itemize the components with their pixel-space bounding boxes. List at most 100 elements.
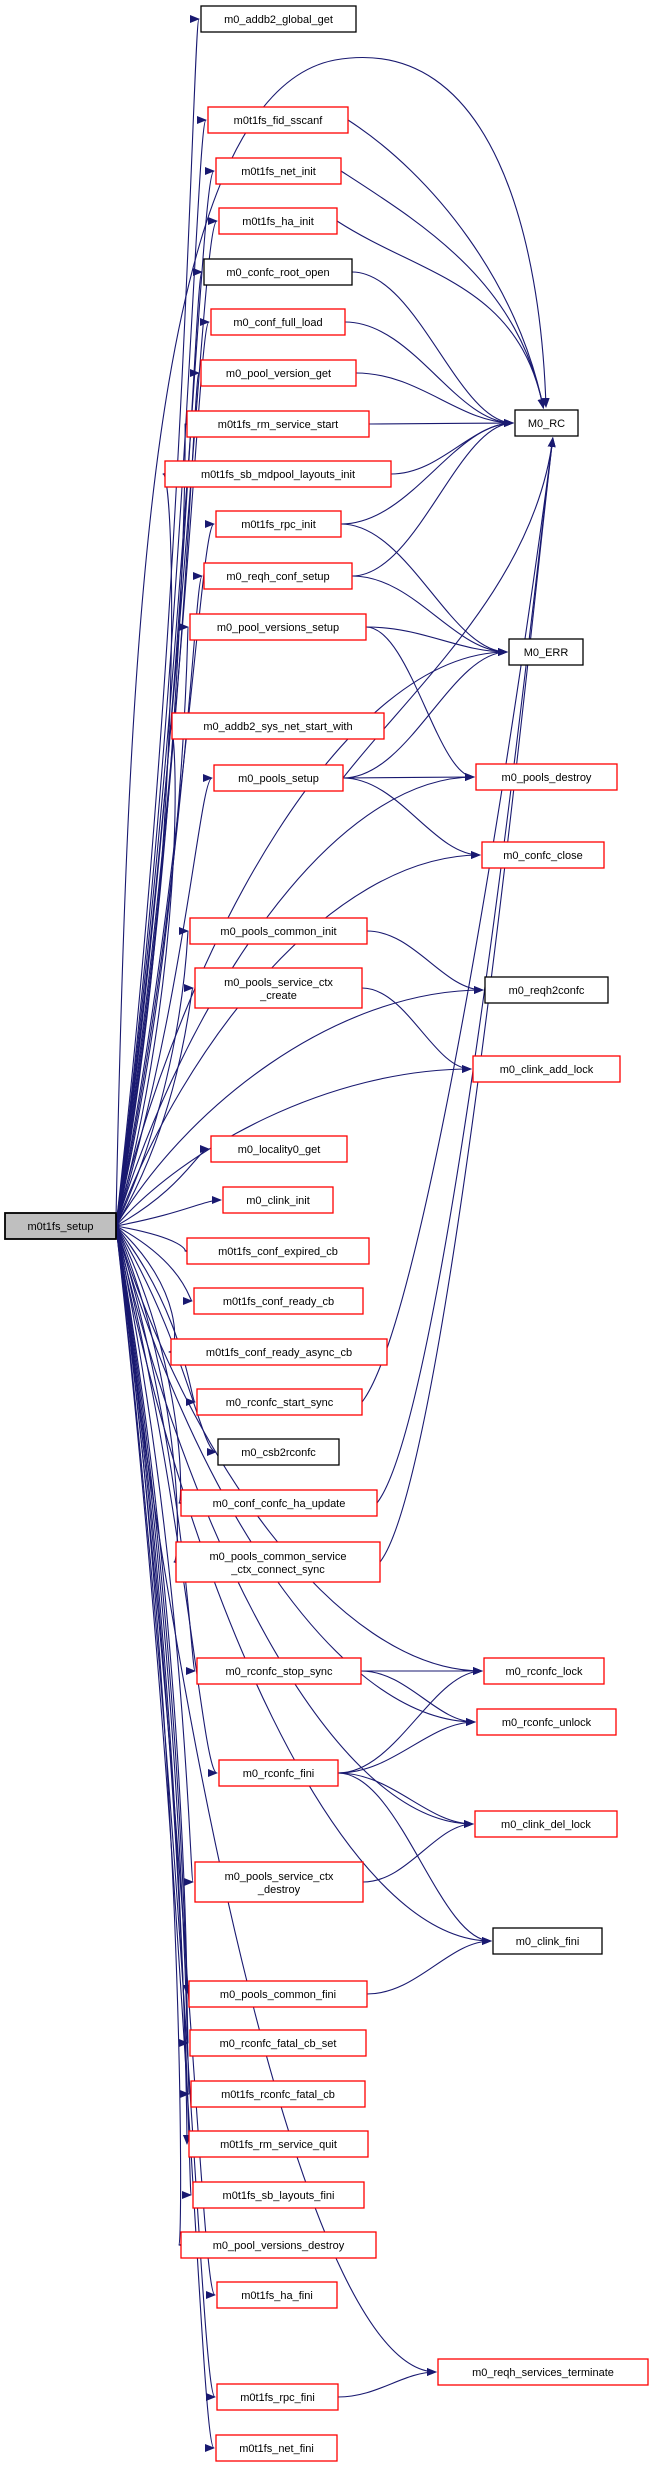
edge-m0-pools-setup--m0-pools-destroy	[342, 773, 475, 782]
edge-m0t1fs-setup--m0-pools-service-ctx-create	[115, 984, 194, 1227]
edge-m0t1fs-setup--M0-ERR	[115, 648, 508, 1227]
node-m0-pools-common-init[interactable]: m0_pools_common_init	[189, 917, 368, 945]
node-label: m0_locality0_get	[238, 1144, 321, 1156]
node-m0-rconfc-fini[interactable]: m0_rconfc_fini	[218, 1759, 339, 1787]
node-m0t1fs-ha-fini[interactable]: m0t1fs_ha_fini	[216, 2281, 338, 2309]
node-m0-reqh2confc[interactable]: m0_reqh2confc	[484, 976, 609, 1004]
edge-m0-rconfc-stop-sync--m0-rconfc-unlock	[360, 1670, 476, 1726]
node-m0-pools-destroy[interactable]: m0_pools_destroy	[475, 763, 618, 791]
node-m0t1fs-conf-ready-cb[interactable]: m0t1fs_conf_ready_cb	[193, 1287, 364, 1315]
node-box	[508, 638, 584, 666]
node-m0-conf-full-load[interactable]: m0_conf_full_load	[210, 308, 346, 336]
edge-m0-pool-versions-setup--m0-pools-destroy	[365, 626, 475, 781]
node-m0-addb2-global-get[interactable]: m0_addb2_global_get	[200, 5, 357, 33]
edge-m0t1fs-setup--m0-clink-fini	[115, 1225, 492, 1945]
node-box	[481, 841, 605, 869]
node-m0-rconfc-unlock[interactable]: m0_rconfc_unlock	[476, 1708, 617, 1736]
node-m0-confc-root-open[interactable]: m0_confc_root_open	[203, 258, 353, 286]
edge-m0-reqh-conf-setup--M0-ERR	[351, 575, 508, 656]
node-label: m0_rconfc_start_sync	[226, 1397, 334, 1409]
edge-m0t1fs-setup--m0t1fs-conf-ready-cb	[115, 1225, 193, 1305]
node-m0t1fs-rm-service-start[interactable]: m0t1fs_rm_service_start	[186, 410, 370, 438]
edge-m0t1fs-setup--m0-rconfc-fatal-cb-set	[115, 1225, 189, 2044]
edge-m0t1fs-setup--m0-conf-confc-ha-update	[115, 1225, 189, 1507]
node-m0-pools-service-ctx-create[interactable]: m0_pools_service_ctx_create	[194, 967, 363, 1009]
node-M0-RC[interactable]: M0_RC	[514, 409, 579, 437]
node-m0t1fs-conf-expired-cb[interactable]: m0t1fs_conf_expired_cb	[186, 1237, 370, 1265]
node-m0t1fs-conf-ready-async-cb[interactable]: m0t1fs_conf_ready_async_cb	[170, 1338, 388, 1366]
node-label: m0_pool_versions_setup	[217, 622, 339, 634]
node-label: m0t1fs_rpc_init	[241, 519, 316, 531]
edge-m0t1fs-setup--m0-pool-version-get	[115, 369, 200, 1227]
node-m0t1fs-rpc-init[interactable]: m0t1fs_rpc_init	[215, 510, 342, 538]
node-label: m0t1fs_setup	[27, 1221, 93, 1233]
edge-m0t1fs-setup--m0-clink-del-lock	[115, 1225, 474, 1828]
node-m0-clink-init[interactable]: m0_clink_init	[222, 1186, 334, 1214]
edge-m0-rconfc-fini--m0-clink-del-lock	[337, 1772, 474, 1828]
node-m0t1fs-rconfc-fatal-cb[interactable]: m0t1fs_rconfc_fatal_cb	[190, 2080, 366, 2108]
node-label: m0_rconfc_unlock	[502, 1717, 592, 1729]
node-m0-clink-del-lock[interactable]: m0_clink_del_lock	[474, 1810, 618, 1838]
node-m0-pool-versions-destroy[interactable]: m0_pool_versions_destroy	[180, 2231, 377, 2259]
edge-m0t1fs-setup--m0t1fs-fid-sscanf	[115, 116, 207, 1227]
node-m0t1fs-rm-service-quit[interactable]: m0t1fs_rm_service_quit	[188, 2130, 369, 2158]
node-m0-rconfc-stop-sync[interactable]: m0_rconfc_stop_sync	[196, 1657, 362, 1685]
node-box	[194, 1861, 364, 1903]
node-m0-pools-setup[interactable]: m0_pools_setup	[213, 764, 344, 792]
node-box	[514, 409, 579, 437]
node-m0-reqh-services-terminate[interactable]: m0_reqh_services_terminate	[437, 2358, 649, 2386]
node-m0t1fs-net-fini[interactable]: m0t1fs_net_fini	[215, 2434, 338, 2462]
node-box	[484, 976, 609, 1004]
node-m0t1fs-net-init[interactable]: m0t1fs_net_init	[215, 157, 342, 185]
node-label: m0t1fs_net_fini	[239, 2443, 314, 2455]
node-m0-clink-fini[interactable]: m0_clink_fini	[492, 1927, 603, 1955]
node-m0-clink-add-lock[interactable]: m0_clink_add_lock	[472, 1055, 621, 1083]
node-m0-pools-common-fini[interactable]: m0_pools_common_fini	[188, 1980, 368, 2008]
node-m0-csb2rconfc[interactable]: m0_csb2rconfc	[217, 1438, 340, 1466]
node-m0t1fs-ha-init[interactable]: m0t1fs_ha_init	[218, 207, 338, 235]
node-label: m0_pools_common_init	[220, 926, 336, 938]
node-m0-pool-versions-setup[interactable]: m0_pool_versions_setup	[189, 613, 367, 641]
node-box	[472, 1055, 621, 1083]
node-box	[189, 613, 367, 641]
edge-m0t1fs-rpc-init--M0-RC	[340, 419, 514, 525]
node-m0-pools-service-ctx-destroy[interactable]: m0_pools_service_ctx_destroy	[194, 1861, 364, 1903]
node-box	[203, 562, 353, 590]
node-m0-addb2-sys-net-start-with[interactable]: m0_addb2_sys_net_start_with	[171, 712, 385, 740]
node-label: m0_pools_destroy	[502, 772, 592, 784]
node-m0-confc-close[interactable]: m0_confc_close	[481, 841, 605, 869]
node-label: m0_reqh2confc	[509, 985, 585, 997]
node-box	[210, 1135, 348, 1163]
edge-m0t1fs-setup--m0-rconfc-fini	[115, 1225, 218, 1777]
node-m0-pool-version-get[interactable]: m0_pool_version_get	[200, 359, 357, 387]
node-label: m0_reqh_conf_setup	[226, 571, 329, 583]
node-m0-conf-confc-ha-update[interactable]: m0_conf_confc_ha_update	[180, 1489, 378, 1517]
node-m0t1fs-sb-layouts-fini[interactable]: m0t1fs_sb_layouts_fini	[192, 2181, 365, 2209]
node-m0t1fs-sb-mdpool-layouts-init[interactable]: m0t1fs_sb_mdpool_layouts_init	[164, 460, 392, 488]
node-label: m0_pools_service_ctx	[225, 1871, 334, 1883]
node-m0t1fs-rpc-fini[interactable]: m0t1fs_rpc_fini	[216, 2383, 339, 2411]
node-label: M0_RC	[528, 418, 565, 430]
node-label: m0t1fs_ha_init	[242, 216, 314, 228]
node-label: m0_addb2_sys_net_start_with	[203, 721, 352, 733]
node-label: m0t1fs_conf_ready_cb	[223, 1296, 334, 1308]
node-label: m0t1fs_conf_ready_async_cb	[206, 1347, 352, 1359]
node-m0t1fs-fid-sscanf[interactable]: m0t1fs_fid_sscanf	[207, 106, 349, 134]
node-label: _create	[259, 990, 297, 1002]
node-box	[196, 1388, 363, 1416]
node-m0-locality0-get[interactable]: m0_locality0_get	[210, 1135, 348, 1163]
node-M0-ERR[interactable]: M0_ERR	[508, 638, 584, 666]
node-box	[200, 5, 357, 33]
node-m0-rconfc-start-sync[interactable]: m0_rconfc_start_sync	[196, 1388, 363, 1416]
node-box	[190, 2080, 366, 2108]
node-m0-pools-common-service-ctx-connect-sync[interactable]: m0_pools_common_service_ctx_connect_sync	[175, 1541, 381, 1583]
edge-m0t1fs-setup--m0t1fs-rpc-fini	[115, 1225, 216, 2401]
node-m0-reqh-conf-setup[interactable]: m0_reqh_conf_setup	[203, 562, 353, 590]
node-box	[194, 967, 363, 1009]
node-m0-rconfc-lock[interactable]: m0_rconfc_lock	[483, 1657, 605, 1685]
node-box	[4, 1212, 117, 1240]
node-m0-rconfc-fatal-cb-set[interactable]: m0_rconfc_fatal_cb_set	[189, 2029, 367, 2057]
node-label: m0_clink_add_lock	[500, 1064, 594, 1076]
